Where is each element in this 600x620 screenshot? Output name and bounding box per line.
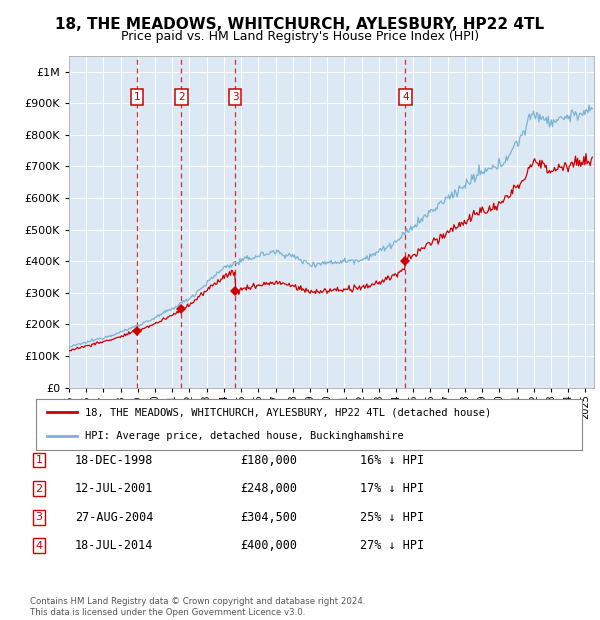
Text: 16% ↓ HPI: 16% ↓ HPI — [360, 454, 424, 466]
Text: £304,500: £304,500 — [240, 511, 297, 523]
Text: 1: 1 — [134, 92, 140, 102]
Text: 1: 1 — [35, 455, 43, 465]
Text: 18-DEC-1998: 18-DEC-1998 — [75, 454, 154, 466]
Text: 25% ↓ HPI: 25% ↓ HPI — [360, 511, 424, 523]
Text: 12-JUL-2001: 12-JUL-2001 — [75, 482, 154, 495]
Text: £248,000: £248,000 — [240, 482, 297, 495]
Text: £400,000: £400,000 — [240, 539, 297, 552]
Text: 18, THE MEADOWS, WHITCHURCH, AYLESBURY, HP22 4TL (detached house): 18, THE MEADOWS, WHITCHURCH, AYLESBURY, … — [85, 408, 491, 418]
Text: 3: 3 — [35, 512, 43, 522]
Text: 4: 4 — [402, 92, 409, 102]
Text: 17% ↓ HPI: 17% ↓ HPI — [360, 482, 424, 495]
Text: 18, THE MEADOWS, WHITCHURCH, AYLESBURY, HP22 4TL: 18, THE MEADOWS, WHITCHURCH, AYLESBURY, … — [55, 17, 545, 32]
Text: Price paid vs. HM Land Registry's House Price Index (HPI): Price paid vs. HM Land Registry's House … — [121, 30, 479, 43]
Text: 27% ↓ HPI: 27% ↓ HPI — [360, 539, 424, 552]
Text: £180,000: £180,000 — [240, 454, 297, 466]
Text: Contains HM Land Registry data © Crown copyright and database right 2024.
This d: Contains HM Land Registry data © Crown c… — [30, 598, 365, 617]
Text: 18-JUL-2014: 18-JUL-2014 — [75, 539, 154, 552]
Text: 4: 4 — [35, 541, 43, 551]
Text: 2: 2 — [35, 484, 43, 494]
Text: 3: 3 — [232, 92, 238, 102]
Text: 27-AUG-2004: 27-AUG-2004 — [75, 511, 154, 523]
Text: HPI: Average price, detached house, Buckinghamshire: HPI: Average price, detached house, Buck… — [85, 432, 404, 441]
Text: 2: 2 — [178, 92, 185, 102]
